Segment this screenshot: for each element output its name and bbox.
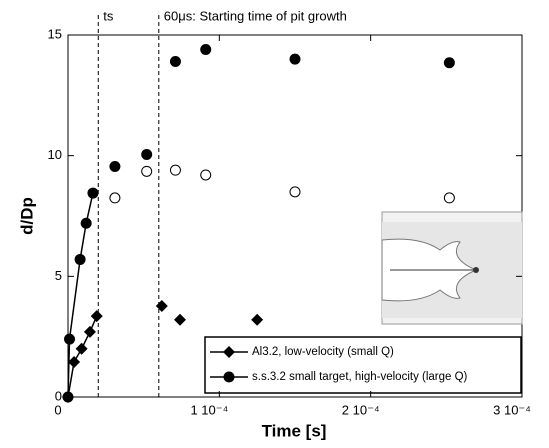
- point: [289, 186, 301, 198]
- point: [109, 161, 121, 173]
- x-tick-label: 3 10⁻⁴: [493, 402, 531, 417]
- point: [83, 325, 96, 338]
- point: [173, 313, 186, 326]
- point: [251, 313, 264, 326]
- point: [62, 391, 74, 403]
- point: [68, 356, 81, 369]
- point: [80, 217, 92, 229]
- y-tick-label: 10: [48, 147, 62, 162]
- point: [74, 253, 86, 265]
- series-line: [67, 315, 98, 398]
- point: [75, 342, 88, 355]
- point: [155, 300, 168, 313]
- x-tick-label: 2 10⁻⁴: [342, 402, 380, 417]
- point: [443, 192, 455, 204]
- legend-label: Al3.2, low-velocity (small Q): [252, 346, 394, 358]
- point: [90, 310, 103, 323]
- point: [141, 148, 153, 160]
- y-tick-label: 0: [55, 388, 62, 403]
- point: [169, 164, 181, 176]
- legend-marker: [223, 371, 235, 383]
- point: [64, 333, 76, 345]
- point: [289, 53, 301, 65]
- point: [169, 56, 181, 68]
- y-tick-label: 15: [48, 26, 62, 41]
- point: [200, 169, 212, 181]
- x-tick-label: 0: [54, 402, 61, 417]
- x-axis-title: Time [s]: [262, 421, 327, 440]
- point: [443, 57, 455, 69]
- legend-marker: [223, 346, 235, 358]
- point: [141, 165, 153, 177]
- y-tick-label: 5: [55, 268, 62, 283]
- x-tick-label: 1 10⁻⁴: [190, 402, 228, 417]
- inset-image: [381, 211, 523, 325]
- y-axis-title: d/Dp: [17, 197, 36, 235]
- point: [109, 192, 121, 204]
- legend: [204, 336, 522, 394]
- inset-dot: [473, 267, 479, 273]
- point: [200, 43, 212, 55]
- annotation-text: 60μs: Starting time of pit growth: [164, 8, 347, 23]
- annotation-text: ts: [103, 8, 114, 23]
- legend-label: s.s.3.2 small target, high-velocity (lar…: [252, 371, 468, 383]
- point: [87, 187, 99, 199]
